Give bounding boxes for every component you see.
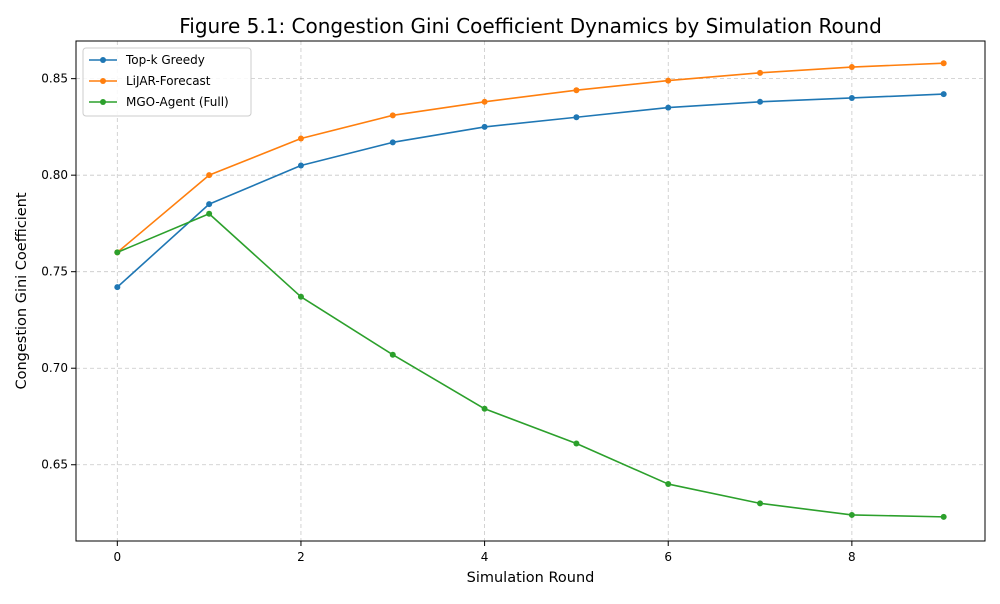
data-point: [665, 77, 672, 84]
series-2: [114, 210, 947, 520]
data-point: [297, 135, 304, 142]
data-point: [389, 139, 396, 146]
data-point: [848, 94, 855, 101]
data-point: [757, 69, 764, 76]
data-point: [848, 511, 855, 518]
data-point: [757, 98, 764, 105]
data-point: [389, 112, 396, 119]
series-line: [116, 93, 944, 288]
data-point: [848, 64, 855, 71]
y-tick-label: 0.80: [41, 168, 68, 182]
legend: Top-k Greedy LiJAR-Forecast MGO-Agent (Ful…: [82, 47, 252, 117]
data-point: [206, 201, 213, 208]
data-point: [665, 104, 672, 111]
y-tick-label: 0.85: [41, 72, 68, 86]
series-layer: [114, 60, 947, 520]
data-point: [206, 172, 213, 179]
data-point: [206, 210, 213, 217]
data-point: [481, 123, 488, 130]
data-point: [297, 162, 304, 169]
data-point: [665, 481, 672, 488]
y-tick-label: 0.75: [41, 265, 68, 279]
plot-area-frame: [75, 40, 986, 542]
series-line: [116, 62, 944, 254]
data-point: [114, 249, 121, 256]
legend-marker: [100, 78, 106, 84]
x-axis-label: Simulation Round: [467, 570, 595, 586]
x-tick-label: 6: [664, 550, 672, 564]
data-point: [114, 284, 121, 291]
legend-label: MGO-Agent (Full): [126, 95, 229, 109]
y-axis-label: Congestion Gini Coefficient: [14, 192, 30, 389]
legend-box: [82, 47, 252, 117]
data-point: [297, 293, 304, 300]
legend-marker: [100, 57, 106, 63]
y-tick-label: 0.65: [41, 458, 68, 472]
grid-layer: [76, 41, 985, 541]
series-0: [114, 91, 947, 291]
y-tick-label: 0.70: [41, 361, 68, 375]
x-tick-label: 2: [297, 550, 305, 564]
legend-label: LiJAR-Forecast: [126, 74, 211, 88]
axis-ticks: 0 2 4 6 8 0.65 0.70 0.75 0.80 0.85: [41, 72, 855, 564]
legend-marker: [100, 99, 106, 105]
data-point: [757, 500, 764, 507]
data-point: [573, 440, 580, 447]
data-point: [389, 351, 396, 358]
data-point: [940, 513, 947, 520]
chart-title: Figure 5.1: Congestion Gini Coefficient …: [179, 14, 882, 38]
data-point: [573, 114, 580, 121]
data-point: [940, 60, 947, 67]
data-point: [481, 98, 488, 105]
x-tick-label: 0: [113, 550, 121, 564]
x-tick-label: 8: [848, 550, 856, 564]
legend-label: Top-k Greedy: [125, 53, 205, 67]
data-point: [481, 405, 488, 412]
x-tick-label: 4: [481, 550, 489, 564]
data-point: [940, 91, 947, 98]
series-line: [117, 212, 944, 518]
data-point: [573, 87, 580, 94]
